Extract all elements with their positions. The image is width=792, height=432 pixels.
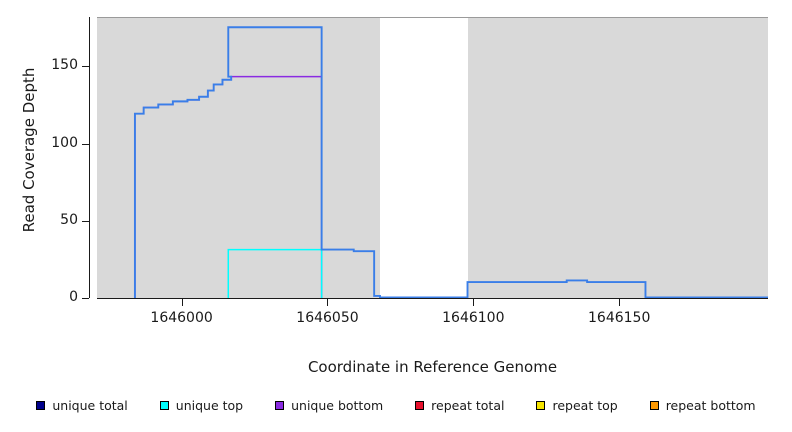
legend-swatch-icon-unique-bottom <box>275 401 285 410</box>
legend-item-repeat-bottom[interactable]: repeat bottom <box>649 398 756 413</box>
legend-label-repeat-total: repeat total <box>431 398 505 413</box>
x-axis-line <box>97 298 768 299</box>
x-tick-1646050 <box>327 299 329 306</box>
x-tick-label-1646150: 1646150 <box>588 310 651 326</box>
legend-label-unique-total: unique total <box>52 398 128 413</box>
y-tick-label-100: 100 <box>51 134 78 151</box>
legend-label-repeat-bottom: repeat bottom <box>665 398 756 413</box>
y-axis-line <box>89 17 90 298</box>
plot-panel <box>97 17 768 298</box>
legend-item-unique-bottom[interactable]: unique bottom <box>275 398 383 413</box>
legend-label-unique-top: unique top <box>175 398 244 413</box>
x-tick-label-1646050: 1646050 <box>296 310 359 326</box>
unshaded-region-1 <box>379 18 468 298</box>
y-tick-50 <box>82 220 89 222</box>
legend-item-unique-total[interactable]: unique total <box>36 398 128 413</box>
y-tick-label-0: 0 <box>69 289 78 305</box>
legend-swatch-icon-repeat-bottom <box>649 401 659 410</box>
legend-label-repeat-top: repeat top <box>552 398 618 413</box>
y-tick-100 <box>82 143 89 145</box>
y-tick-label-50: 50 <box>60 211 78 228</box>
x-tick-label-1646000: 1646000 <box>150 310 213 326</box>
series-unique-total <box>133 26 768 298</box>
legend-swatch-icon-unique-total <box>36 401 46 410</box>
series-unique-bottom <box>134 75 323 298</box>
legend-item-unique-top[interactable]: unique top <box>159 398 244 413</box>
chart-legend: unique total unique top unique bottom repea… <box>0 398 792 413</box>
y-tick-label-150: 150 <box>51 57 78 74</box>
series-unique-top <box>227 248 323 298</box>
y-tick-150 <box>82 66 89 68</box>
legend-swatch-icon-repeat-total <box>415 401 425 410</box>
y-tick-0 <box>82 298 89 299</box>
plot-area <box>133 26 768 298</box>
legend-label-unique-bottom: unique bottom <box>291 398 384 413</box>
x-axis-title: Coordinate in Reference Genome <box>307 358 558 376</box>
legend-swatch-icon-unique-top <box>159 401 169 410</box>
legend-swatch-icon-repeat-top <box>536 401 546 410</box>
x-tick-label-1646100: 1646100 <box>442 310 505 326</box>
x-tick-1646150 <box>619 299 621 306</box>
legend-item-repeat-total[interactable]: repeat total <box>415 398 504 413</box>
x-tick-1646000 <box>181 299 183 306</box>
legend-item-repeat-top[interactable]: repeat top <box>536 398 618 413</box>
x-tick-1646100 <box>473 299 475 306</box>
